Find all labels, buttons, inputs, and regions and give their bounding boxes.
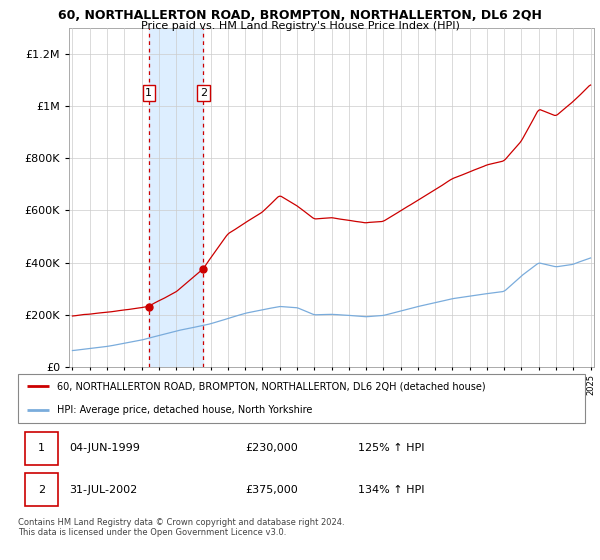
Text: HPI: Average price, detached house, North Yorkshire: HPI: Average price, detached house, Nort… bbox=[56, 405, 312, 415]
Text: 1: 1 bbox=[145, 88, 152, 98]
Text: 125% ↑ HPI: 125% ↑ HPI bbox=[358, 443, 425, 453]
Text: 2: 2 bbox=[38, 485, 45, 495]
FancyBboxPatch shape bbox=[25, 473, 58, 506]
Text: 2: 2 bbox=[200, 88, 207, 98]
Text: 04-JUN-1999: 04-JUN-1999 bbox=[69, 443, 140, 453]
Text: £375,000: £375,000 bbox=[245, 485, 298, 495]
Text: 60, NORTHALLERTON ROAD, BROMPTON, NORTHALLERTON, DL6 2QH: 60, NORTHALLERTON ROAD, BROMPTON, NORTHA… bbox=[58, 9, 542, 22]
Text: £230,000: £230,000 bbox=[245, 443, 298, 453]
Text: Price paid vs. HM Land Registry's House Price Index (HPI): Price paid vs. HM Land Registry's House … bbox=[140, 21, 460, 31]
Text: 134% ↑ HPI: 134% ↑ HPI bbox=[358, 485, 425, 495]
Text: 60, NORTHALLERTON ROAD, BROMPTON, NORTHALLERTON, DL6 2QH (detached house): 60, NORTHALLERTON ROAD, BROMPTON, NORTHA… bbox=[56, 381, 485, 391]
Text: Contains HM Land Registry data © Crown copyright and database right 2024.
This d: Contains HM Land Registry data © Crown c… bbox=[18, 518, 344, 538]
Text: 1: 1 bbox=[38, 443, 45, 453]
FancyBboxPatch shape bbox=[18, 374, 585, 423]
FancyBboxPatch shape bbox=[25, 432, 58, 465]
Bar bbox=[149, 28, 203, 367]
Text: 31-JUL-2002: 31-JUL-2002 bbox=[69, 485, 137, 495]
